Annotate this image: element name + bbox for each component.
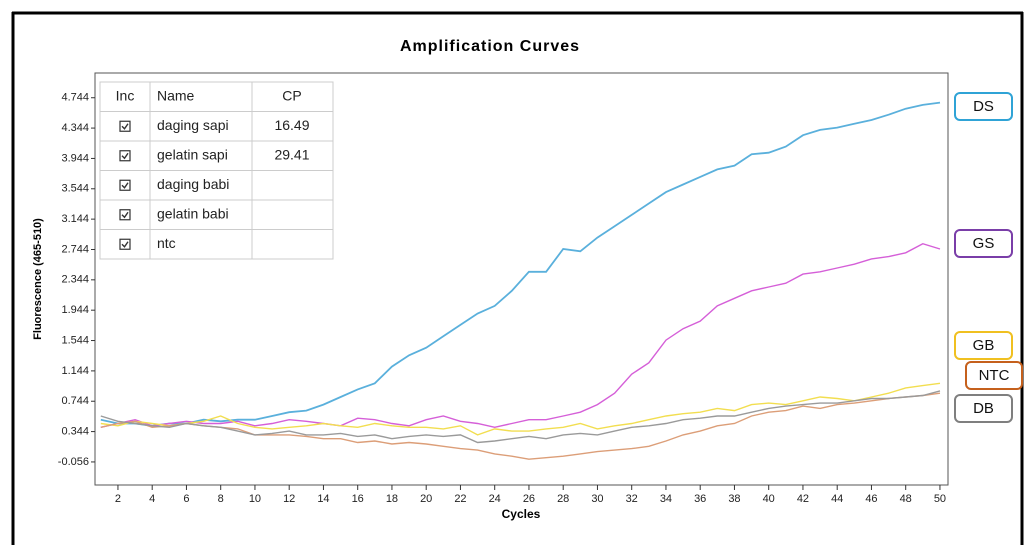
x-tick-label: 20 xyxy=(420,493,432,505)
x-tick-label: 50 xyxy=(934,493,946,505)
y-tick-label: 3.944 xyxy=(61,152,89,164)
x-tick-label: 28 xyxy=(557,493,569,505)
series-tag-label: GS xyxy=(973,235,995,252)
y-tick-label: 0.344 xyxy=(61,425,89,437)
x-tick-label: 24 xyxy=(489,493,501,505)
checkbox xyxy=(119,150,131,162)
x-tick-label: 34 xyxy=(660,493,672,505)
series-tag-box xyxy=(954,394,1013,423)
x-tick-label: 8 xyxy=(218,493,224,505)
x-tick-label: 16 xyxy=(352,493,364,505)
series-line xyxy=(100,392,941,460)
x-tick-label: 22 xyxy=(454,493,466,505)
y-tick-label: 0.744 xyxy=(61,395,89,407)
series-tag-box xyxy=(954,331,1013,360)
series-tag-box xyxy=(954,92,1013,121)
y-axis-label: Fluorescence (465-510) xyxy=(32,218,44,340)
x-tick-label: 46 xyxy=(865,493,877,505)
y-tick-label: 1.944 xyxy=(61,304,89,316)
chart-title: Amplification Curves xyxy=(400,38,580,55)
x-tick-label: 4 xyxy=(149,493,155,505)
y-tick-label: 2.744 xyxy=(61,243,89,255)
x-tick-label: 32 xyxy=(626,493,638,505)
y-tick-label: 4.344 xyxy=(61,122,89,134)
x-tick-label: 38 xyxy=(728,493,740,505)
x-axis-label: Cycles xyxy=(502,507,541,521)
x-tick-label: 44 xyxy=(831,493,843,505)
series-tag-label: DB xyxy=(973,400,994,417)
y-tick-label: 3.144 xyxy=(61,213,89,225)
table-name: daging babi xyxy=(157,176,229,192)
series-tag-box xyxy=(954,229,1013,258)
y-tick-label: 1.144 xyxy=(61,365,89,377)
checkmark xyxy=(121,211,129,219)
table-header: Name xyxy=(157,87,195,103)
table-cp: 29.41 xyxy=(274,146,309,162)
series-line xyxy=(100,390,941,444)
table-name: gelatin babi xyxy=(157,205,229,221)
x-tick-label: 18 xyxy=(386,493,398,505)
series-tag-label: DS xyxy=(973,98,994,115)
series-tag-box xyxy=(965,361,1023,390)
checkmark xyxy=(121,123,129,130)
series-line xyxy=(100,101,941,427)
table-name: gelatin sapi xyxy=(157,146,228,162)
series-tag-label: GB xyxy=(973,337,995,354)
checkmark xyxy=(121,182,129,189)
x-tick-label: 40 xyxy=(763,493,775,505)
x-tick-label: 48 xyxy=(900,493,912,505)
x-tick-label: 12 xyxy=(283,493,295,505)
checkbox xyxy=(119,238,131,250)
x-tick-label: 26 xyxy=(523,493,535,505)
y-tick-label: -0.056 xyxy=(58,456,89,468)
series-tag-label: NTC xyxy=(979,367,1010,384)
y-tick-label: 3.544 xyxy=(61,183,89,195)
table-header: CP xyxy=(282,87,301,103)
x-tick-label: 2 xyxy=(115,493,121,505)
x-tick-label: 14 xyxy=(317,493,329,505)
checkmark xyxy=(121,152,129,160)
x-tick-label: 36 xyxy=(694,493,706,505)
legend-table: Inc Name CP daging sapi 16.49 gelatin sapi 29.… xyxy=(99,81,334,260)
checkmark xyxy=(121,241,129,248)
y-tick-label: 2.344 xyxy=(61,274,89,286)
lines xyxy=(100,101,941,460)
checkbox xyxy=(119,120,131,132)
table-cp: 16.49 xyxy=(274,117,309,133)
table-name: daging sapi xyxy=(157,117,229,133)
checkbox xyxy=(119,179,131,191)
y-tick-label: 4.744 xyxy=(61,92,89,104)
series-line xyxy=(100,242,941,429)
x-tick-label: 10 xyxy=(249,493,261,505)
x-tick-label: 30 xyxy=(591,493,603,505)
x-tick-label: 42 xyxy=(797,493,809,505)
table-header: Inc xyxy=(116,87,135,103)
series-line xyxy=(100,382,941,436)
x-tick-label: 6 xyxy=(183,493,189,505)
y-tick-label: 1.544 xyxy=(61,334,89,346)
checkbox xyxy=(119,209,131,221)
series-tags: DS GS GB NTC DB xyxy=(954,92,1023,423)
table-name: ntc xyxy=(157,235,176,251)
